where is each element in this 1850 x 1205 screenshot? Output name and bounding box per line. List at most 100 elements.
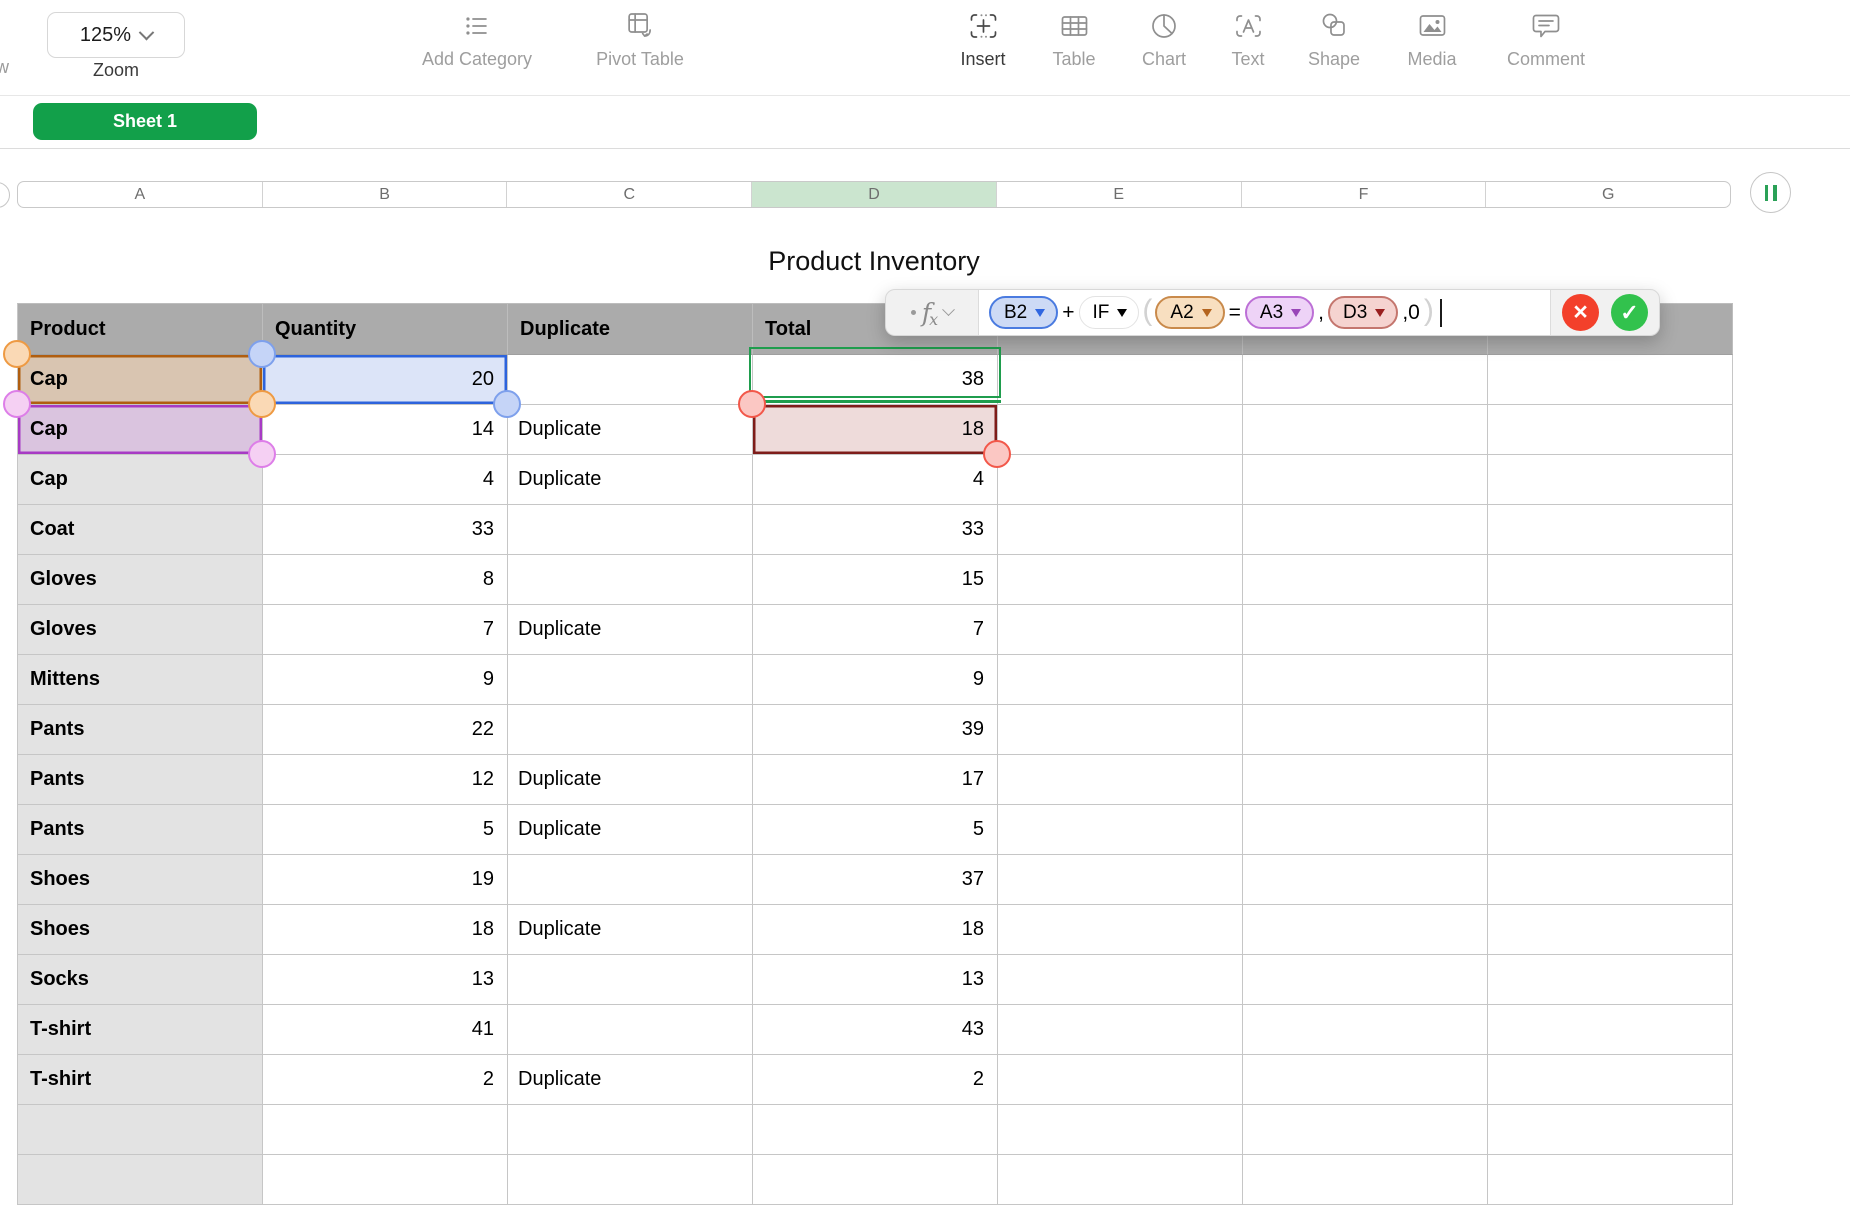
table-corner-handle[interactable]	[0, 182, 10, 208]
cell-B10[interactable]: 12	[263, 755, 508, 805]
column-header-B[interactable]: B	[261, 182, 507, 207]
cell-D4[interactable]: 4	[753, 455, 998, 505]
toolbar-button-insert[interactable]: Insert	[960, 10, 1006, 70]
cell-C6[interactable]	[508, 555, 753, 605]
cell-B8[interactable]: 9	[263, 655, 508, 705]
cell-G15[interactable]	[1488, 1005, 1733, 1055]
cell-C18[interactable]	[508, 1155, 753, 1205]
cell-B9[interactable]: 22	[263, 705, 508, 755]
cell-C12[interactable]	[508, 855, 753, 905]
cell-G4[interactable]	[1488, 455, 1733, 505]
cell-B12[interactable]: 19	[263, 855, 508, 905]
cell-E7[interactable]	[998, 605, 1243, 655]
cell-A2[interactable]: Cap	[18, 355, 263, 405]
cell-E18[interactable]	[998, 1155, 1243, 1205]
cell-G9[interactable]	[1488, 705, 1733, 755]
cell-D7[interactable]: 7	[753, 605, 998, 655]
cell-C10[interactable]: Duplicate	[508, 755, 753, 805]
cell-G8[interactable]	[1488, 655, 1733, 705]
cell-E17[interactable]	[998, 1105, 1243, 1155]
cell-E8[interactable]	[998, 655, 1243, 705]
cell-B5[interactable]: 33	[263, 505, 508, 555]
formula-field[interactable]: B2 + IF (A2 = A3, D3 ,0)	[979, 290, 1551, 335]
cell-E2[interactable]	[998, 355, 1243, 405]
cell-A16[interactable]: T-shirt	[18, 1055, 263, 1105]
table-header-Duplicate[interactable]: Duplicate	[508, 304, 753, 355]
table-header-Quantity[interactable]: Quantity	[263, 304, 508, 355]
cell-B18[interactable]	[263, 1155, 508, 1205]
cell-A10[interactable]: Pants	[18, 755, 263, 805]
cell-B11[interactable]: 5	[263, 805, 508, 855]
cell-E12[interactable]	[998, 855, 1243, 905]
toolbar-button-shape[interactable]: Shape	[1308, 10, 1360, 70]
cell-A6[interactable]: Gloves	[18, 555, 263, 605]
toolbar-button-comment[interactable]: Comment	[1507, 10, 1585, 70]
formula-token-D3[interactable]: D3	[1328, 296, 1399, 329]
cell-F14[interactable]	[1243, 955, 1488, 1005]
cell-G14[interactable]	[1488, 955, 1733, 1005]
cell-G3[interactable]	[1488, 405, 1733, 455]
cell-D18[interactable]	[753, 1155, 998, 1205]
cell-B14[interactable]: 13	[263, 955, 508, 1005]
cell-E13[interactable]	[998, 905, 1243, 955]
column-header-A[interactable]: A	[134, 186, 146, 203]
cell-C15[interactable]	[508, 1005, 753, 1055]
cell-B4[interactable]: 4	[263, 455, 508, 505]
cell-E9[interactable]	[998, 705, 1243, 755]
cell-F9[interactable]	[1243, 705, 1488, 755]
cell-A13[interactable]: Shoes	[18, 905, 263, 955]
cell-C4[interactable]: Duplicate	[508, 455, 753, 505]
cell-C3[interactable]: Duplicate	[508, 405, 753, 455]
cell-A14[interactable]: Socks	[18, 955, 263, 1005]
cell-E16[interactable]	[998, 1055, 1243, 1105]
cell-C9[interactable]	[508, 705, 753, 755]
toolbar-button-pivot-table[interactable]: Pivot Table	[596, 10, 684, 70]
cell-A5[interactable]: Coat	[18, 505, 263, 555]
cell-D13[interactable]: 18	[753, 905, 998, 955]
cell-G12[interactable]	[1488, 855, 1733, 905]
formula-token-A3[interactable]: A3	[1244, 296, 1315, 329]
cell-F13[interactable]	[1243, 905, 1488, 955]
sheet-tab[interactable]: Sheet 1	[33, 103, 257, 140]
cell-G6[interactable]	[1488, 555, 1733, 605]
selection-handle-blue-tl[interactable]	[248, 340, 276, 368]
cell-E6[interactable]	[998, 555, 1243, 605]
cell-C8[interactable]	[508, 655, 753, 705]
cell-G10[interactable]	[1488, 755, 1733, 805]
column-header-C[interactable]: C	[506, 182, 751, 207]
cell-F2[interactable]	[1243, 355, 1488, 405]
cell-F15[interactable]	[1243, 1005, 1488, 1055]
cell-G7[interactable]	[1488, 605, 1733, 655]
cell-B17[interactable]	[263, 1105, 508, 1155]
cell-B15[interactable]: 41	[263, 1005, 508, 1055]
cell-F16[interactable]	[1243, 1055, 1488, 1105]
cell-F11[interactable]	[1243, 805, 1488, 855]
cell-D9[interactable]: 39	[753, 705, 998, 755]
selection-handle-red-tl[interactable]	[738, 390, 766, 418]
formula-function-IF[interactable]: IF	[1078, 296, 1140, 329]
toolbar-button-add-category[interactable]: Add Category	[422, 10, 532, 70]
cell-D14[interactable]: 13	[753, 955, 998, 1005]
cell-A3[interactable]: Cap	[18, 405, 263, 455]
cell-B2[interactable]: 20	[263, 355, 508, 405]
cell-F8[interactable]	[1243, 655, 1488, 705]
cell-E3[interactable]	[998, 405, 1243, 455]
table-header-Product[interactable]: Product	[18, 304, 263, 355]
cell-E4[interactable]	[998, 455, 1243, 505]
cell-F12[interactable]	[1243, 855, 1488, 905]
toolbar-button-media[interactable]: Media	[1407, 10, 1457, 70]
cell-C11[interactable]: Duplicate	[508, 805, 753, 855]
toolbar-button-chart[interactable]: Chart	[1142, 10, 1186, 70]
cell-E10[interactable]	[998, 755, 1243, 805]
selection-handle-purple-br[interactable]	[248, 440, 276, 468]
selection-handle-orange-br[interactable]	[248, 390, 276, 418]
column-header-G[interactable]: G	[1485, 182, 1730, 207]
cell-F17[interactable]	[1243, 1105, 1488, 1155]
cell-B7[interactable]: 7	[263, 605, 508, 655]
cell-G16[interactable]	[1488, 1055, 1733, 1105]
cell-A12[interactable]: Shoes	[18, 855, 263, 905]
cell-F4[interactable]	[1243, 455, 1488, 505]
cell-C5[interactable]	[508, 505, 753, 555]
cell-D5[interactable]: 33	[753, 505, 998, 555]
cell-B16[interactable]: 2	[263, 1055, 508, 1105]
